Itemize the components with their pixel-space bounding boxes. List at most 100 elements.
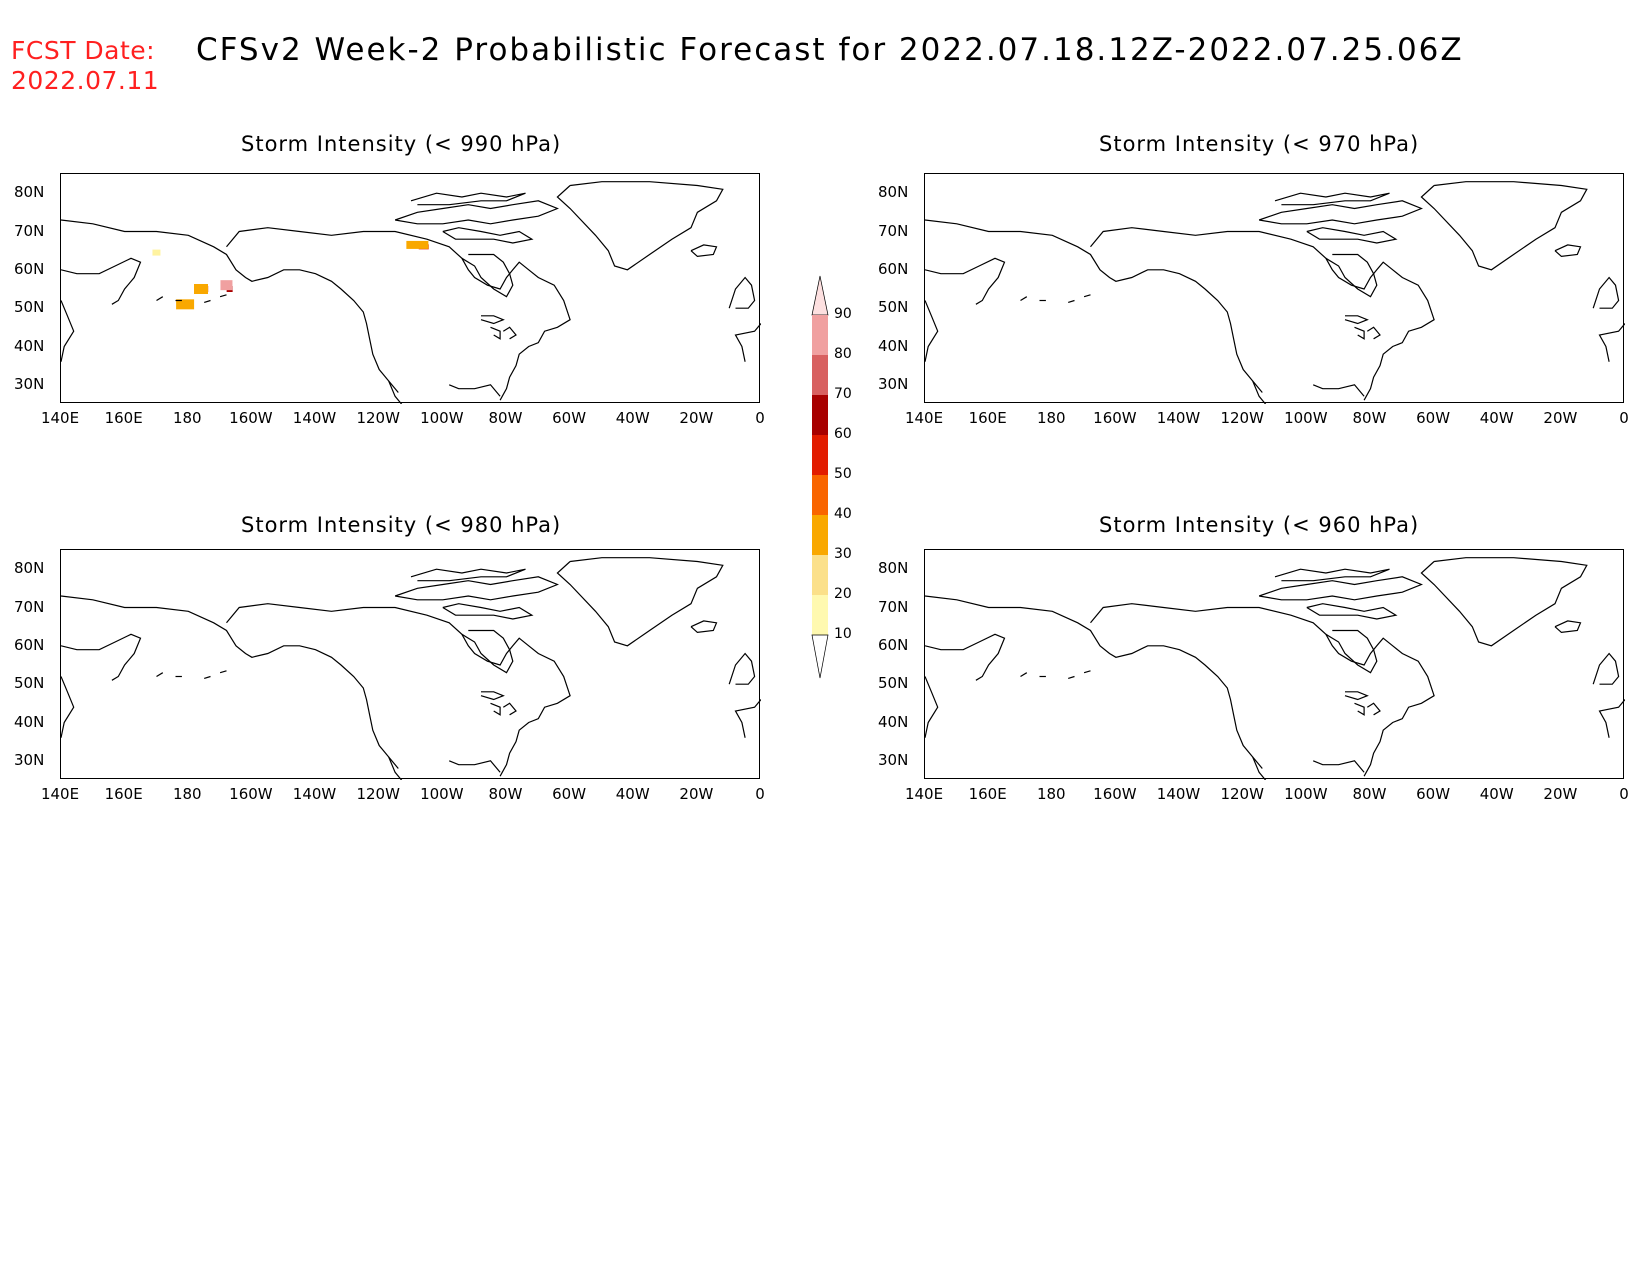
lon-tick-label: 120W (356, 785, 400, 803)
coastline (461, 253, 514, 298)
lon-tick-label: 140W (1156, 785, 1201, 803)
coastline (1554, 244, 1582, 258)
probability-colorbar: 10 20 30 40 50 60 70 80 90 (808, 273, 868, 687)
colorbar-level-label: 60 (834, 426, 852, 442)
coastline (480, 315, 505, 325)
coastline (728, 276, 756, 309)
lon-tick-label: 120W (1220, 785, 1264, 803)
coastline (61, 257, 142, 305)
coastline (925, 633, 1006, 681)
lat-tick-label: 50N (14, 674, 45, 693)
lon-tick-label: 180 (172, 785, 202, 803)
lat-tick-label: 70N (14, 597, 45, 616)
lon-tick-label: 180 (1036, 785, 1066, 803)
coastline (1420, 557, 1588, 647)
coastline (61, 219, 399, 393)
coastline (1258, 576, 1424, 601)
coastline (1068, 299, 1075, 303)
lon-tick-label: 160E (968, 409, 1007, 427)
coastline (61, 595, 399, 769)
coastline (490, 702, 501, 716)
coastline (1325, 629, 1378, 674)
map-panel-990 (60, 173, 761, 404)
coastline (461, 629, 514, 674)
colorbar-graphic (811, 275, 829, 679)
lon-tick-label: 160E (104, 785, 143, 803)
lat-tick-label: 60N (14, 259, 45, 278)
probability-patch (176, 299, 195, 310)
coastline (1083, 294, 1091, 298)
coastline (410, 192, 526, 206)
map-panel-980 (60, 549, 761, 780)
coastline (1274, 192, 1390, 206)
coastline (925, 676, 939, 738)
lon-tick-label: 180 (1036, 409, 1066, 427)
coastline (1083, 670, 1091, 674)
coastline (442, 603, 534, 620)
lon-tick-label: 100W (420, 785, 464, 803)
lon-tick-label: 60W (552, 409, 587, 427)
lon-tick-label: 40W (1479, 409, 1514, 427)
lon-tick-label: 100W (420, 409, 464, 427)
panel-title-980: Storm Intensity (< 980 hPa) (241, 513, 562, 537)
colorbar-level-label: 30 (834, 546, 852, 562)
coastline (490, 326, 501, 340)
colorbar-level-label: 10 (834, 626, 852, 642)
lon-tick-label: 0 (1619, 785, 1629, 803)
lon-tick-label: 100W (1284, 409, 1328, 427)
coastline (1344, 315, 1369, 325)
probability-patch (220, 280, 233, 291)
lon-tick-label: 160W (229, 409, 273, 427)
lon-tick-label: 120W (356, 409, 400, 427)
coastline (219, 670, 227, 674)
lon-tick-label: 80W (488, 409, 523, 427)
coastline-map (61, 557, 761, 780)
lon-tick-label: 20W (1543, 785, 1578, 803)
lat-tick-label: 80N (878, 559, 909, 578)
coastline (690, 620, 718, 634)
lon-tick-label: 0 (755, 785, 765, 803)
colorbar-level-label: 70 (834, 386, 852, 402)
lon-tick-label: 20W (679, 785, 714, 803)
lat-tick-label: 50N (14, 298, 45, 317)
lon-tick-label: 40W (615, 785, 650, 803)
coastline (1366, 326, 1381, 340)
colorbar-segment (812, 595, 828, 635)
lon-tick-label: 20W (1543, 409, 1578, 427)
lat-tick-label: 70N (14, 221, 45, 240)
coastline (442, 227, 534, 244)
lon-tick-label: 160W (1093, 785, 1137, 803)
lon-tick-label: 140W (292, 785, 337, 803)
coastline (925, 219, 1263, 393)
coastline (1090, 603, 1435, 777)
coastline (556, 557, 724, 647)
lon-tick-label: 140E (904, 785, 944, 803)
coastline (1420, 181, 1588, 271)
colorbar-segment (812, 555, 828, 595)
coastline (1306, 227, 1398, 244)
coastline (1020, 672, 1028, 678)
coastline (925, 595, 1263, 769)
coastline (226, 227, 571, 401)
lon-tick-label: 40W (615, 409, 650, 427)
coastline (1274, 568, 1390, 582)
panel-title-990: Storm Intensity (< 990 hPa) (241, 132, 562, 156)
lon-tick-label: 20W (679, 409, 714, 427)
coastline (61, 676, 75, 738)
coastline (556, 181, 724, 271)
lon-tick-label: 140E (40, 409, 80, 427)
coastline (204, 675, 211, 679)
coastline (394, 200, 560, 225)
probability-patch (406, 240, 429, 249)
coastline (1592, 276, 1620, 309)
coastline (502, 702, 517, 716)
coastline (388, 380, 403, 404)
lon-tick-label: 80W (1352, 409, 1387, 427)
colorbar-top-arrow (811, 275, 829, 316)
lat-tick-label: 40N (14, 336, 45, 355)
coastline (1068, 675, 1075, 679)
colorbar-level-label: 90 (834, 306, 852, 322)
coastline-map (61, 181, 761, 404)
coastline (1252, 756, 1267, 780)
coastline (480, 691, 505, 701)
